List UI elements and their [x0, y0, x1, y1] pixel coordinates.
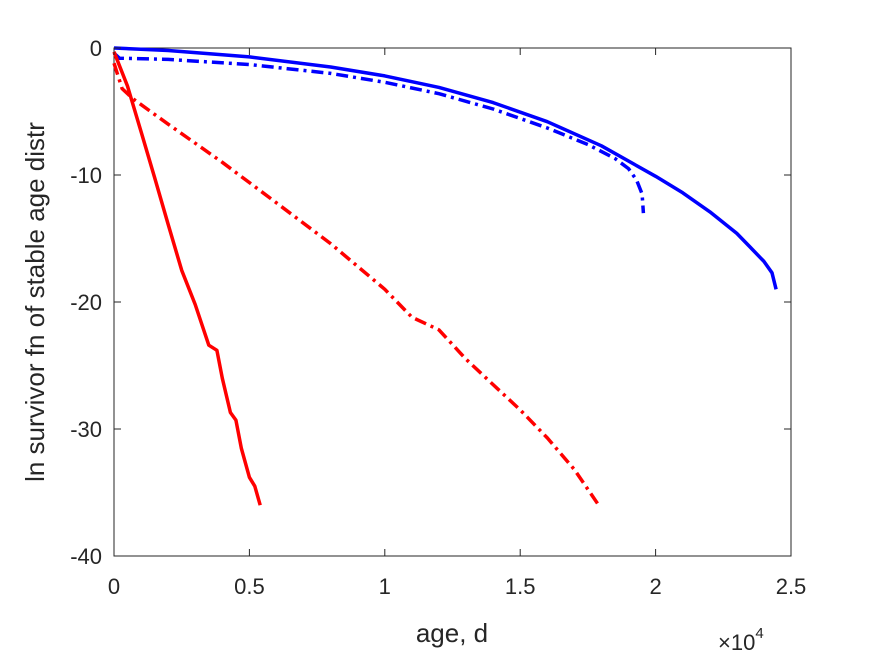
x-tick-label: 0 — [108, 574, 120, 599]
y-tick-label: 0 — [90, 36, 102, 61]
series-line-3 — [112, 51, 262, 506]
series-line-1 — [113, 46, 778, 290]
x-tick-label: 1.5 — [505, 574, 536, 599]
series-layer — [112, 46, 778, 507]
y-tick-label: -40 — [70, 544, 102, 569]
x-tick-label: 0.5 — [234, 574, 265, 599]
x-tick-label: 2 — [649, 574, 661, 599]
y-axis-label: ln survivor fn of stable age distr — [20, 122, 50, 482]
series-line-2 — [112, 51, 646, 214]
y-tick-label: -10 — [70, 163, 102, 188]
x-exponent-label: ×104 — [718, 625, 764, 655]
x-axis-label: age, d — [416, 618, 488, 648]
x-tick-label: 2.5 — [776, 574, 807, 599]
tick-layer: 0 0.5 1 1.5 2 2.5 0 -10 -20 -30 -40 — [70, 36, 806, 599]
y-tick-label: -30 — [70, 417, 102, 442]
y-tick-label: -20 — [70, 290, 102, 315]
plot-area — [113, 47, 792, 557]
series-line-4 — [112, 62, 601, 507]
x-tick-label: 1 — [379, 574, 391, 599]
